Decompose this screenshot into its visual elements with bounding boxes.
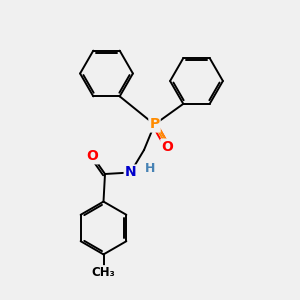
Text: P: P: [149, 118, 160, 131]
Text: O: O: [161, 140, 173, 154]
Text: CH₃: CH₃: [92, 266, 116, 279]
Text: N: N: [125, 166, 136, 179]
Text: O: O: [87, 149, 98, 163]
Text: H: H: [145, 162, 155, 176]
